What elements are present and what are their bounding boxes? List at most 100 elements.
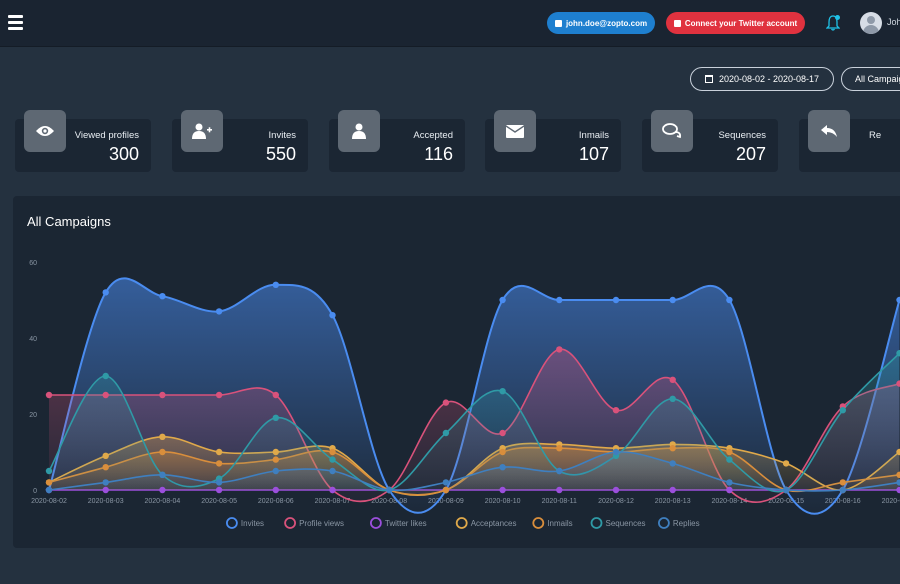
data-point [556, 467, 563, 475]
legend-label: Inmails [547, 519, 572, 528]
data-point [499, 464, 506, 471]
series-area-6 [49, 451, 900, 491]
data-point [726, 448, 733, 456]
legend-marker [658, 517, 670, 529]
legend-marker [590, 517, 603, 529]
data-point [102, 289, 109, 296]
x-tick-label: 2020-08-02 [31, 498, 67, 505]
x-tick-label: 2020-08-15 [768, 498, 804, 505]
data-point [726, 486, 733, 494]
legend-label: Profile views [299, 519, 344, 528]
data-point [499, 448, 506, 456]
data-point [556, 296, 563, 304]
stat-value: 116 [424, 144, 453, 164]
data-point [159, 448, 166, 456]
data-point [726, 456, 733, 463]
notification-dot [835, 15, 840, 20]
email-button[interactable]: john.doe@zopto.com [547, 12, 655, 34]
user-name[interactable]: Joh [887, 17, 900, 27]
data-point [329, 312, 336, 319]
legend-label: Invites [241, 519, 264, 528]
data-point [102, 464, 109, 471]
data-point [839, 486, 846, 494]
data-point [669, 376, 676, 383]
series-area-5 [49, 353, 900, 492]
hamburger-icon[interactable] [8, 15, 23, 30]
data-point [669, 486, 676, 494]
avatar[interactable] [860, 12, 882, 34]
data-point [896, 448, 900, 456]
data-point [726, 479, 733, 486]
date-range-picker[interactable]: 2020-08-02 - 2020-08-17 [690, 67, 834, 91]
stat-value: 550 [265, 144, 296, 164]
data-point [499, 388, 506, 395]
x-tick-label: 2020-08-17 [882, 498, 900, 505]
connect-twitter-button[interactable]: Connect your Twitter account [666, 12, 805, 34]
data-point [442, 479, 450, 486]
reply-icon [808, 110, 850, 152]
data-point [669, 460, 676, 467]
twitter-icon [673, 19, 681, 27]
stat-label: Invites [268, 130, 296, 141]
x-tick-label: 2020-08-10 [485, 498, 521, 505]
data-point [612, 407, 620, 414]
data-point [102, 479, 109, 486]
legend-marker [455, 517, 468, 529]
data-point [499, 486, 506, 494]
add-user-icon [181, 110, 223, 152]
eye-icon [24, 110, 66, 152]
legend-marker [284, 517, 297, 529]
data-point [556, 486, 563, 494]
data-point [102, 391, 109, 399]
campaign-select[interactable]: All Campaigns [841, 67, 900, 91]
data-point [272, 281, 279, 288]
x-tick-label: 2020-08-05 [201, 498, 237, 505]
data-point [726, 296, 733, 304]
data-point [45, 391, 53, 399]
data-point [45, 479, 53, 486]
data-point [896, 486, 900, 494]
data-point [669, 395, 676, 402]
data-point [272, 414, 279, 421]
legend-marker [532, 517, 545, 529]
data-point [215, 448, 223, 456]
date-range-label: 2020-08-02 - 2020-08-17 [718, 74, 820, 84]
user-icon [338, 110, 380, 152]
x-tick-label: 2020-08-04 [144, 498, 180, 505]
calendar-icon [704, 75, 713, 83]
stat-value: 207 [735, 144, 766, 164]
legend-label: Twitter likes [385, 519, 427, 528]
data-point [45, 467, 53, 475]
data-point [896, 479, 900, 486]
data-point [272, 456, 279, 463]
data-point [442, 399, 450, 406]
data-point [102, 372, 109, 380]
data-point [896, 380, 900, 387]
stat-label: Inmails [578, 130, 609, 141]
data-point [215, 479, 223, 486]
legend-label: Sequences [606, 519, 646, 528]
data-point [782, 460, 790, 467]
stat-label: Viewed profiles [74, 130, 139, 141]
data-point [272, 391, 279, 399]
data-point [329, 456, 336, 463]
legend-marker [225, 517, 238, 529]
x-tick-label: 2020-08-11 [542, 498, 577, 505]
y-tick-label: 60 [29, 260, 37, 267]
data-point [839, 407, 846, 414]
data-point [159, 486, 166, 494]
stat-label: Sequences [718, 130, 766, 141]
data-point [499, 296, 506, 304]
chart-title: All Campaigns [27, 214, 111, 229]
x-tick-label: 2020-08-14 [711, 498, 747, 505]
connect-twitter-label: Connect your Twitter account [684, 18, 798, 28]
x-tick-label: 2020-08-03 [88, 498, 124, 505]
data-point [159, 293, 166, 300]
data-point [442, 486, 450, 494]
data-point [669, 296, 676, 304]
data-point [556, 346, 563, 353]
data-point [215, 460, 223, 467]
data-point [272, 486, 279, 494]
y-tick-label: 0 [33, 488, 37, 495]
